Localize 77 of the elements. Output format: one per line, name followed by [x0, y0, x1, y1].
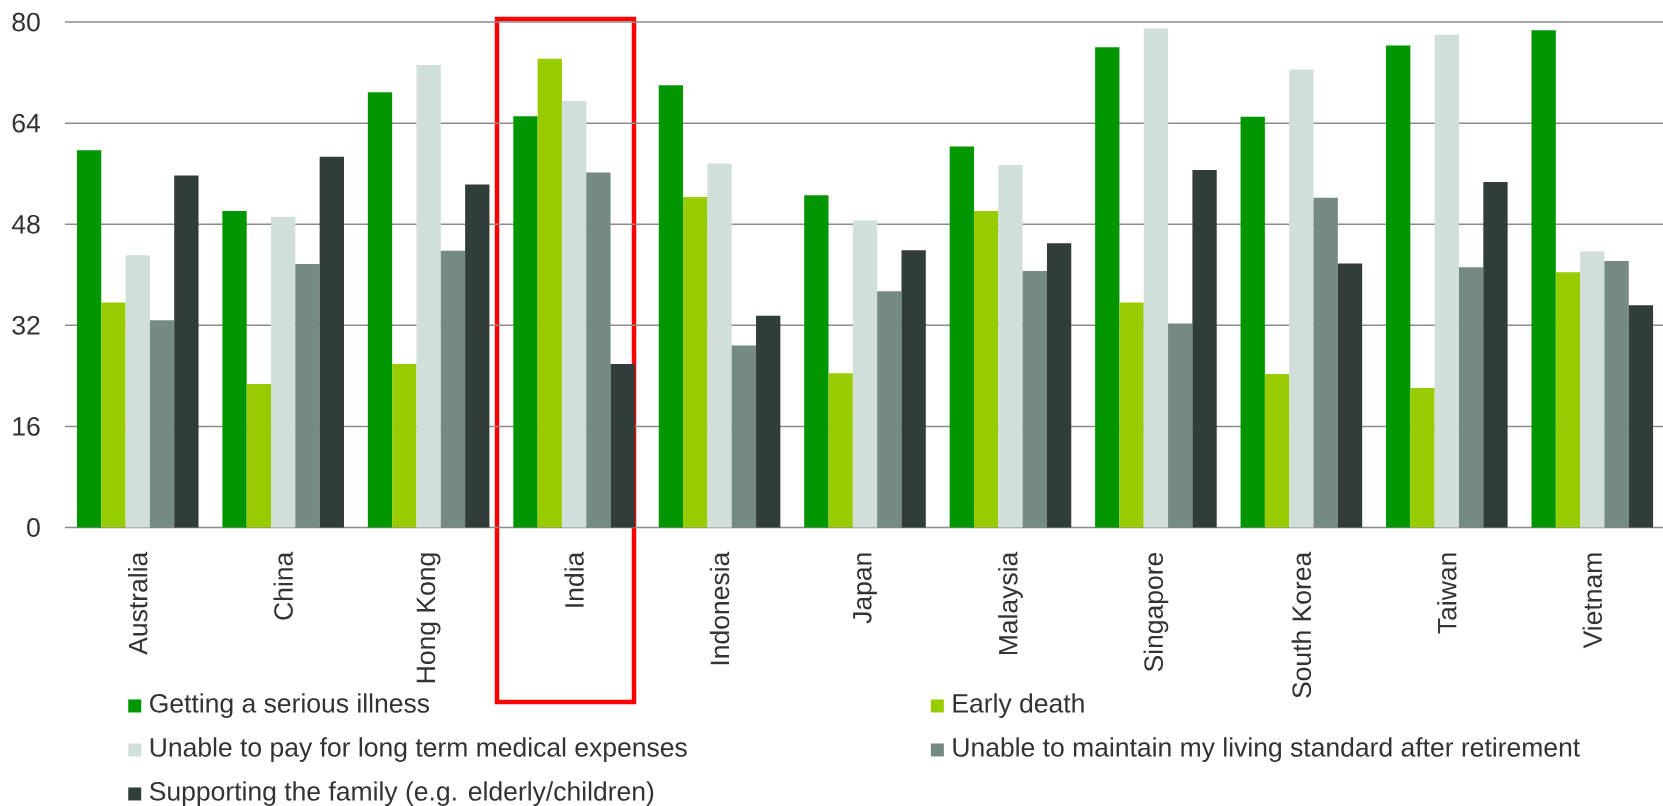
bar [852, 220, 878, 528]
bar [1143, 28, 1169, 528]
legend-label: Supporting the family (e.g. elderly/children) [149, 781, 654, 806]
bar [149, 320, 175, 528]
bar [392, 363, 417, 528]
bar [367, 92, 393, 528]
bar [174, 175, 199, 528]
bar [1531, 30, 1556, 528]
bar [1240, 116, 1265, 528]
bar [1628, 305, 1654, 528]
bar [513, 116, 538, 528]
y-tick-label: 16 [13, 417, 40, 436]
bar [1555, 272, 1581, 528]
bar [804, 195, 829, 528]
x-tick-label: Indonesia [709, 551, 730, 665]
bar [756, 315, 781, 528]
bar [1264, 373, 1290, 528]
x-tick-label: Australia [128, 551, 148, 655]
bar [1337, 263, 1363, 528]
bar [610, 363, 635, 528]
bar [1192, 169, 1217, 528]
bar [76, 150, 102, 528]
bar [1313, 197, 1338, 528]
legend-label: Unable to maintain my living standard after retirement [953, 737, 1580, 762]
x-tick-label: South Korea [1291, 551, 1312, 698]
y-tick-label: 0 [27, 518, 40, 537]
bar [1410, 387, 1435, 528]
bar [707, 163, 732, 528]
bar [440, 250, 466, 528]
x-tick-label: Japan [853, 553, 877, 624]
legend-label: Getting a serious illness [150, 693, 430, 718]
bar [1046, 243, 1072, 528]
bar [561, 101, 587, 528]
bar [1386, 45, 1411, 528]
bar [998, 164, 1023, 528]
bar [658, 85, 684, 528]
bar [1458, 267, 1484, 528]
bar [1289, 69, 1314, 528]
legend-label: Early death [953, 693, 1084, 718]
bar [949, 146, 974, 528]
bar [731, 345, 757, 528]
bar [1434, 34, 1459, 528]
x-tick-label: Malaysia [998, 551, 1023, 655]
bar [683, 197, 708, 528]
bar [1095, 47, 1120, 528]
x-tick-label: India [564, 551, 584, 607]
bar [416, 65, 441, 528]
x-tick-label: Hong Kong [416, 553, 441, 683]
bar [877, 291, 902, 528]
bar [465, 184, 490, 528]
bar [901, 250, 926, 528]
x-tick-label: Singapore [1143, 552, 1169, 672]
x-tick-label: Vietnam [1582, 553, 1603, 649]
bar [1168, 323, 1193, 528]
y-tick-label: 64 [12, 113, 41, 133]
bar [295, 264, 320, 528]
y-tick-label: 32 [12, 315, 40, 335]
bar [222, 210, 247, 528]
bar [1119, 302, 1144, 528]
bar [1580, 251, 1605, 528]
y-tick-label: 80 [12, 12, 40, 32]
bar [537, 58, 562, 528]
bar [1483, 181, 1508, 528]
bar [828, 373, 853, 528]
bar [586, 172, 611, 528]
y-tick-label: 48 [11, 214, 40, 234]
bar [1604, 260, 1629, 528]
x-tick-label: China [273, 551, 293, 620]
bar [319, 156, 344, 528]
legend-label: Unable to pay for long term medical expenses [150, 737, 687, 762]
bar [246, 384, 272, 528]
x-tick-label: Taiwan [1437, 553, 1457, 634]
bar [271, 216, 296, 528]
bar [101, 302, 126, 528]
bar [973, 210, 999, 528]
bar [125, 255, 150, 528]
bar [1022, 271, 1047, 528]
